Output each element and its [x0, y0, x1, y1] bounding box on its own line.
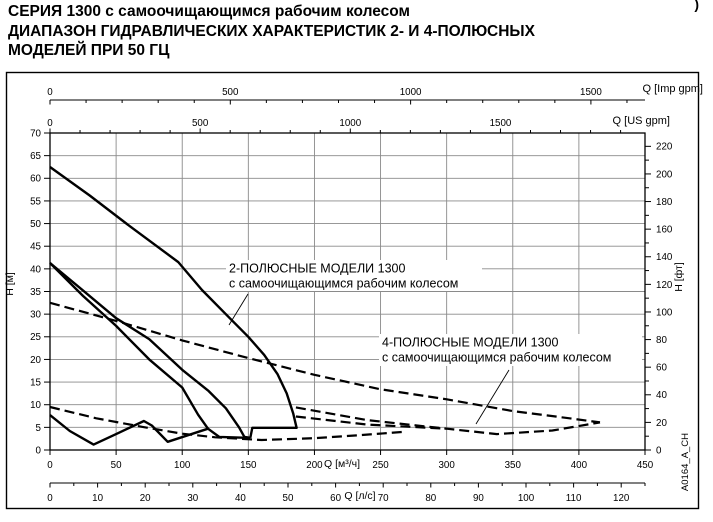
hm-tick-label: 25 [30, 332, 41, 343]
hft-tick-label: 0 [656, 445, 662, 456]
label-4pole-leader [475, 369, 510, 425]
label-2pole-line1: 2-ПОЛЮСНЫЕ МОДЕЛИ 1300 [229, 262, 405, 276]
hm-tick-label: 55 [30, 196, 41, 207]
hm-tick-label: 10 [30, 400, 41, 411]
us-gpm-tick-label: 1000 [339, 118, 361, 129]
chart-frame [5, 71, 700, 510]
series-4pole-upper-envelope [49, 301, 601, 424]
hm-tick-label: 40 [30, 264, 41, 275]
hm-tick-label: 20 [30, 355, 41, 366]
ls-tick-label: 110 [566, 493, 582, 504]
label-4pole-line1: 4-ПОЛЮСНЫЕ МОДЕЛИ 1300 [382, 336, 558, 350]
series-4pole-inner-a [295, 406, 601, 436]
hft-tick-label: 220 [656, 142, 673, 153]
hm-tick-label: 70 [30, 128, 41, 139]
hft-tick-label: 200 [656, 169, 673, 180]
m3h-tick-label: 50 [111, 460, 122, 471]
hft-tick-label: 160 [656, 225, 673, 236]
m3h-axis-label: Q [м³/ч] [324, 458, 360, 470]
label-2pole-bg [226, 260, 482, 291]
hft-tick-label: 120 [656, 280, 673, 291]
hft-axis-label: H [фт] [673, 262, 685, 292]
title-line-3: МОДЕЛЕЙ ПРИ 50 ГЦ [8, 42, 170, 59]
ls-axis-label: Q [л/с] [344, 490, 375, 502]
ls-tick-label: 100 [518, 493, 535, 504]
ls-tick-label: 50 [283, 493, 294, 504]
label-2pole-line2: с самоочищающимся рабочим колесом [229, 277, 458, 291]
hm-tick-label: 30 [30, 310, 41, 321]
m3h-tick-label: 0 [47, 460, 53, 471]
watermark-code: A0164_A_CH [680, 433, 691, 491]
label-2pole-leader [228, 293, 249, 326]
hft-tick-label: 140 [656, 252, 673, 263]
hm-tick-label: 35 [30, 287, 41, 298]
hm-tick-label: 65 [30, 151, 41, 162]
ls-tick-label: 60 [330, 493, 341, 504]
imp-gpm-tick-label: 0 [47, 87, 53, 98]
series-group [49, 166, 601, 446]
hm-tick-label: 0 [36, 445, 42, 456]
imp-gpm-tick-label: 1500 [580, 87, 602, 98]
label-4pole-bg [379, 334, 642, 366]
imp-gpm-axis-label: Q [Imp gpm] [642, 83, 703, 95]
series-4pole-lower-envelope [49, 405, 404, 442]
series-2pole-mid-curve-a [49, 262, 251, 439]
ls-tick-label: 0 [47, 493, 53, 504]
hft-tick-label: 180 [656, 197, 673, 208]
m3h-tick-label: 450 [637, 460, 654, 471]
hft-tick-label: 20 [656, 418, 667, 429]
ls-tick-label: 90 [473, 493, 484, 504]
cropped-text-fragment: ) [694, 0, 699, 12]
series-4pole-inner-b [295, 415, 447, 430]
hm-tick-label: 60 [30, 174, 41, 185]
ls-tick-label: 20 [140, 493, 151, 504]
ls-tick-label: 40 [235, 493, 246, 504]
series-2pole-mid-curve-b [49, 262, 209, 430]
axis-labels: 0 500 1000 1500 Q [Imp gpm]0 500 1000 1500 Q [US… [4, 83, 703, 504]
ls-tick-label: 80 [425, 493, 436, 504]
title-line-2: ДИАПАЗОН ГИДРАВЛИЧЕСКИХ ХАРАКТЕРИСТИК 2-… [8, 22, 535, 40]
label-4pole-line2: с самоочищающимся рабочим колесом [382, 351, 611, 365]
us-gpm-tick-label: 0 [47, 118, 53, 129]
us-gpm-tick-label: 1500 [490, 118, 512, 129]
hm-tick-label: 15 [30, 377, 41, 388]
hft-tick-label: 40 [656, 390, 667, 401]
ls-tick-label: 30 [187, 493, 198, 504]
ls-tick-label: 120 [613, 493, 630, 504]
imp-gpm-tick-label: 500 [222, 87, 239, 98]
hm-tick-label: 5 [36, 423, 42, 434]
hm-tick-label: 50 [30, 219, 41, 230]
hft-tick-label: 100 [656, 307, 673, 318]
ls-tick-label: 70 [378, 493, 389, 504]
us-gpm-axis-label: Q [US gpm] [613, 115, 670, 127]
grid [50, 133, 645, 450]
ls-tick-label: 10 [92, 493, 103, 504]
m3h-tick-label: 200 [306, 460, 323, 471]
title-line-1: СЕРИЯ 1300 с самоочищающимся рабочим кол… [8, 3, 410, 20]
m3h-tick-label: 250 [372, 460, 389, 471]
imp-gpm-tick-label: 1000 [400, 87, 422, 98]
hft-tick-label: 80 [656, 335, 667, 346]
series-2pole-upper-envelope [49, 166, 298, 439]
hm-tick-label: 45 [30, 242, 41, 253]
us-gpm-tick-label: 500 [192, 118, 209, 129]
m3h-tick-label: 150 [240, 460, 257, 471]
chart-title: СЕРИЯ 1300 с самоочищающимся рабочим кол… [8, 2, 535, 61]
hm-axis-label: H [м] [4, 272, 16, 296]
axes [44, 99, 651, 488]
series-2pole-lower-sawtooth [49, 414, 251, 446]
m3h-tick-label: 100 [174, 460, 191, 471]
m3h-tick-label: 400 [571, 460, 588, 471]
m3h-tick-label: 300 [438, 460, 455, 471]
hft-tick-label: 60 [656, 363, 667, 374]
m3h-tick-label: 350 [505, 460, 522, 471]
